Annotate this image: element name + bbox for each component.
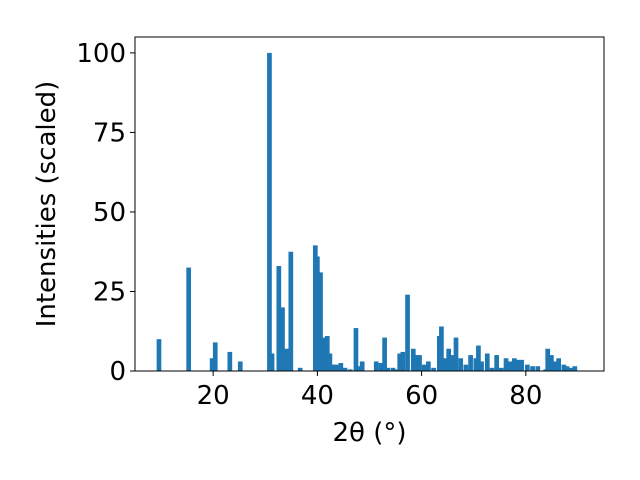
bar [449, 355, 455, 371]
bar [373, 361, 379, 371]
y-tick-label: 50 [93, 198, 126, 228]
bars-group [156, 52, 578, 372]
x-axis: 20 40 60 80 [197, 371, 542, 411]
x-tick-label: 40 [301, 381, 334, 411]
bar [390, 367, 396, 371]
bar [549, 355, 554, 371]
y-tick-label: 100 [76, 39, 126, 69]
bar [324, 336, 330, 371]
bar [552, 361, 558, 371]
bar [530, 366, 535, 371]
bar [410, 348, 416, 371]
bar [507, 361, 513, 371]
bar [453, 337, 459, 371]
bar [338, 363, 344, 371]
bar [212, 342, 218, 371]
bar [512, 358, 517, 371]
bar [347, 369, 353, 371]
bar [267, 52, 272, 372]
bar [525, 364, 530, 371]
bar [280, 307, 285, 371]
x-tick-label: 60 [405, 381, 438, 411]
bar [494, 355, 499, 371]
bar [443, 358, 448, 371]
bar [431, 367, 436, 371]
bar [421, 364, 427, 371]
bar [378, 363, 384, 371]
bar [468, 355, 473, 371]
y-axis-label: Intensities (scaled) [32, 81, 62, 328]
y-tick-label: 75 [93, 118, 126, 148]
bar [503, 358, 509, 371]
bar [489, 367, 495, 371]
bar [331, 364, 336, 371]
bar [463, 364, 469, 371]
bar [342, 367, 348, 371]
bar [333, 364, 339, 371]
bar [353, 328, 359, 371]
bar [479, 361, 484, 371]
bar [288, 251, 294, 371]
bar [446, 348, 452, 371]
x-tick-label: 20 [197, 381, 230, 411]
bar [209, 358, 215, 371]
bar [327, 353, 333, 371]
bar [397, 353, 403, 371]
bar [400, 351, 406, 371]
y-axis: 0 25 50 75 100 [76, 39, 135, 387]
bar [356, 366, 362, 371]
bar [535, 366, 541, 371]
bar [385, 367, 391, 371]
bar [276, 266, 282, 371]
y-tick-label: 25 [93, 277, 126, 307]
bar [473, 358, 479, 371]
bar [545, 348, 551, 371]
bar [572, 366, 578, 371]
bar [484, 353, 490, 371]
bar [458, 358, 464, 371]
bar [297, 367, 303, 371]
bar [417, 355, 422, 371]
bar [321, 337, 326, 371]
bar [393, 369, 398, 371]
bar [561, 364, 567, 371]
bar [568, 367, 573, 371]
bar [426, 361, 431, 371]
bar [516, 359, 521, 371]
bar [405, 294, 410, 371]
bar [156, 339, 162, 371]
bar [499, 367, 504, 371]
bar [237, 361, 243, 371]
bar [414, 355, 420, 371]
bar [359, 361, 365, 371]
bar [439, 326, 444, 371]
bar [269, 353, 275, 371]
bar [227, 351, 233, 371]
bar [318, 272, 323, 371]
plot-frame [134, 36, 605, 372]
bar [315, 256, 320, 371]
bar [382, 337, 387, 371]
x-tick-label: 80 [509, 381, 542, 411]
bar [519, 359, 525, 371]
bar [556, 358, 562, 371]
x-axis-label: 2θ (°) [332, 418, 406, 448]
bar [283, 348, 289, 371]
bar [476, 345, 481, 371]
y-tick-label: 0 [109, 357, 126, 387]
bar [564, 366, 570, 371]
bar [186, 267, 192, 371]
